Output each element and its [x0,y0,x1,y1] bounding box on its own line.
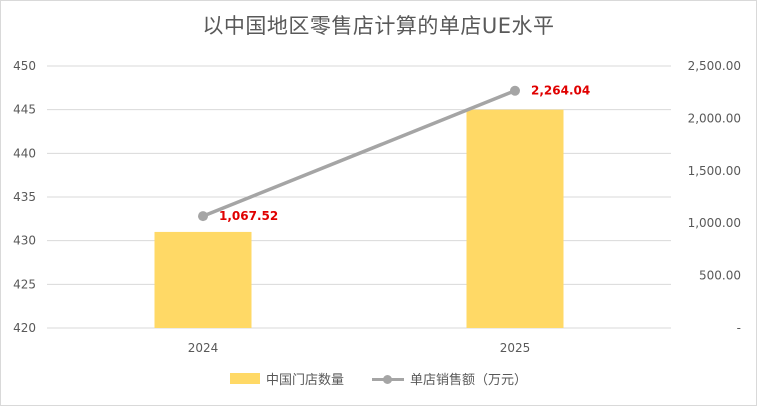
bar [466,109,564,329]
series-line [202,89,516,218]
x-tick-label: 2024 [188,341,219,355]
legend-bar-swatch [229,373,260,384]
y-left-tick-label: 435 [13,190,36,204]
y-left-tick-label: 430 [13,234,36,248]
y-left-tick-label: 420 [13,321,36,335]
y-left-tick-label: 450 [13,59,36,73]
bar [154,231,252,328]
legend: 中国门店数量 单店销售额（万元） [0,369,757,388]
y-right-tick-label: 1,000.00 [688,216,741,230]
y-right-tick-label: 2,500.00 [688,59,741,73]
data-label: 2,264.04 [531,84,590,98]
legend-item-sales: 单店销售额（万元） [372,369,527,388]
chart-title: 以中国地区零售店计算的单店UE水平 [202,14,555,38]
legend-line-swatch [372,373,404,385]
series-point [510,85,520,96]
legend-label-sales: 单店销售额（万元） [410,373,528,388]
y-right-tick-label: 500.00 [699,269,741,283]
y-left-tick-label: 425 [13,277,36,291]
x-tick-label: 2025 [500,341,531,355]
y-right-tick-label: 2,000.00 [688,111,741,125]
legend-item-store-count: 中国门店数量 [229,369,344,388]
series-point [198,211,208,222]
legend-label-store-count: 中国门店数量 [265,373,344,388]
y-left-tick-label: 440 [13,146,36,160]
y-right-tick-label: - [737,321,741,335]
y-right-tick-label: 1,500.00 [688,164,741,178]
data-label: 1,067.52 [219,209,278,223]
y-left-tick-label: 445 [13,103,36,117]
